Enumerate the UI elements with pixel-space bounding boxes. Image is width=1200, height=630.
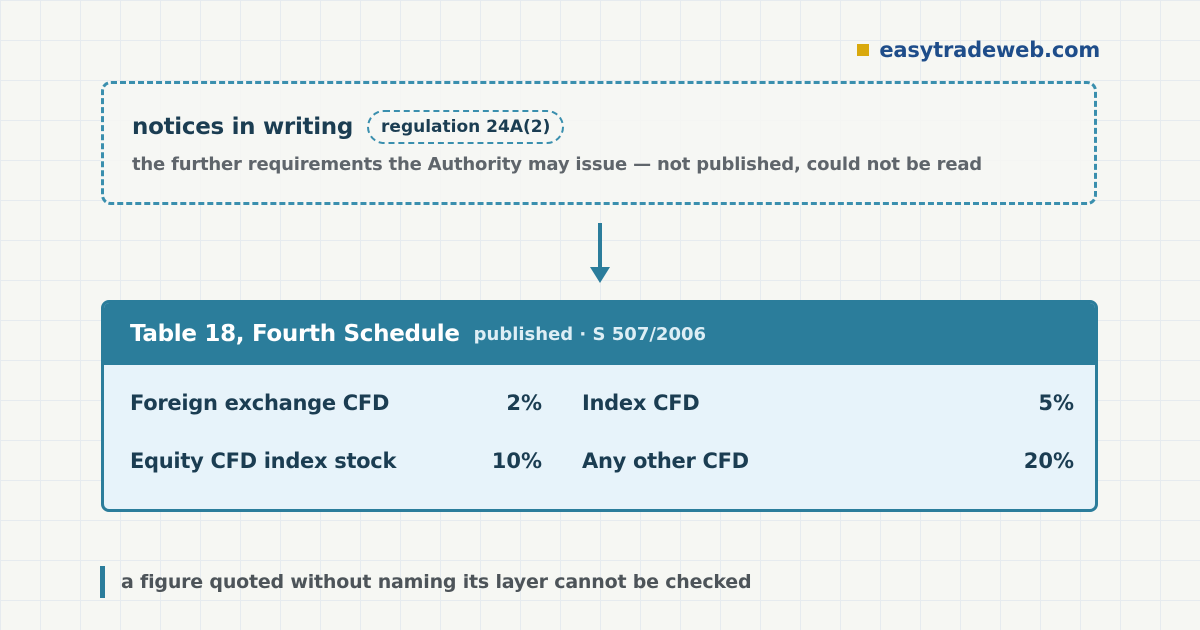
brand[interactable]: easytradeweb.com [857, 38, 1100, 62]
rate-grid: Foreign exchange CFD 2% Index CFD 5% Equ… [130, 391, 1074, 473]
footnote: a figure quoted without naming its layer… [100, 566, 752, 598]
notice-title: notices in writing [132, 114, 354, 140]
arrow-down-icon [590, 223, 610, 283]
rate-label: Index CFD [582, 391, 700, 415]
rate-label: Equity CFD index stock [130, 449, 397, 473]
rate-label: Any other CFD [582, 449, 749, 473]
brand-square-icon [857, 44, 870, 56]
notice-description: the further requirements the Authority m… [132, 154, 982, 175]
table-title: Table 18, Fourth Schedule [130, 321, 460, 347]
rate-value: 2% [506, 391, 542, 415]
rate-value: 5% [1038, 391, 1074, 415]
rate-row: Foreign exchange CFD 2% [130, 391, 582, 415]
footnote-accent-bar [100, 566, 105, 598]
rate-label: Foreign exchange CFD [130, 391, 390, 415]
notice-card: notices in writing regulation 24A(2) the… [101, 81, 1097, 205]
table-header: Table 18, Fourth Schedule published · S … [104, 303, 1095, 365]
rate-value: 10% [491, 449, 542, 473]
rate-row: Any other CFD 20% [582, 449, 1074, 473]
regulation-badge: regulation 24A(2) [367, 110, 565, 144]
notice-header: notices in writing regulation 24A(2) [132, 110, 565, 144]
footnote-text: a figure quoted without naming its layer… [121, 571, 752, 593]
rate-row: Index CFD 5% [582, 391, 1074, 415]
schedule-table: Table 18, Fourth Schedule published · S … [101, 300, 1098, 512]
table-status: published · S 507/2006 [473, 323, 707, 345]
brand-name[interactable]: easytradeweb.com [879, 38, 1100, 62]
rate-value: 20% [1023, 449, 1074, 473]
rate-row: Equity CFD index stock 10% [130, 449, 582, 473]
